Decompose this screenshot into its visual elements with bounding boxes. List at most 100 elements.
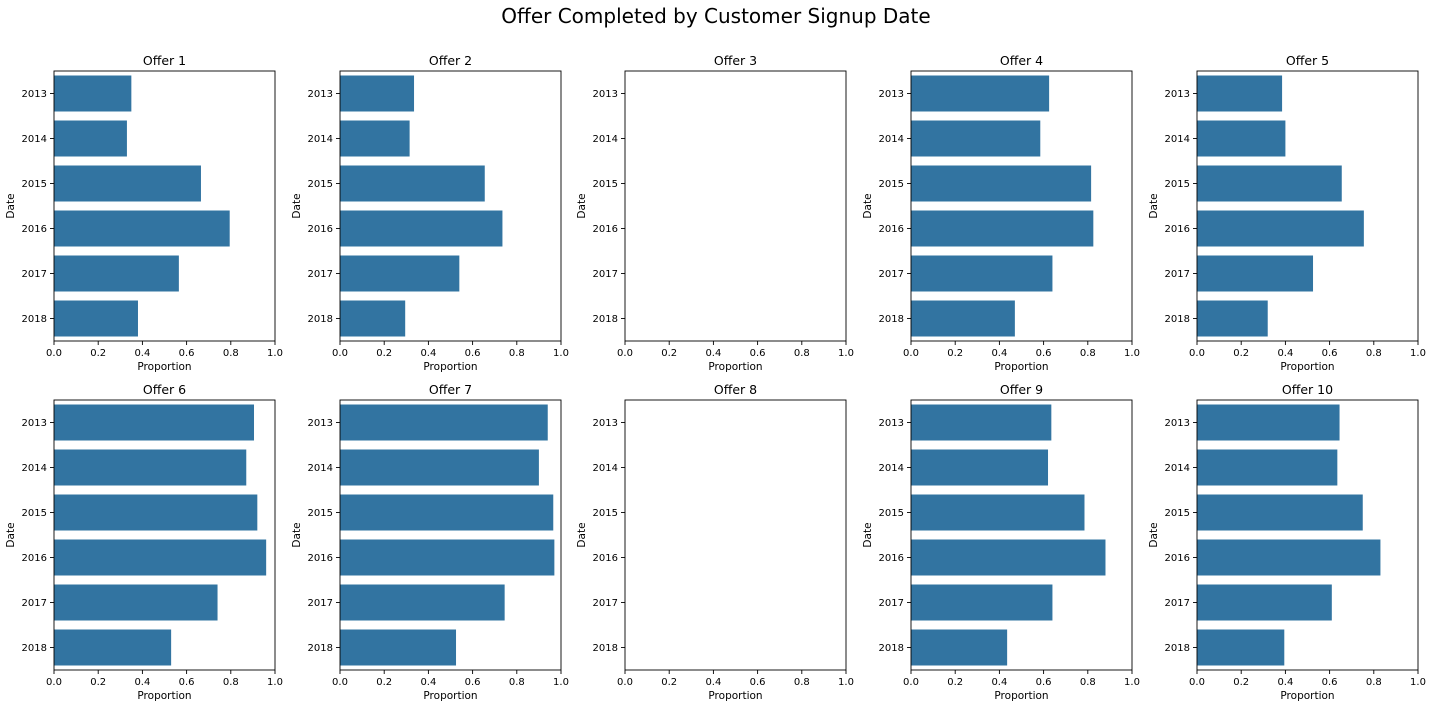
plot-frame: [339, 399, 562, 671]
y-tick-label: 2013: [1165, 418, 1190, 429]
bar-2013: [54, 75, 132, 112]
x-tick-label: 0.4: [705, 348, 721, 359]
y-axis-label: Date: [576, 193, 588, 218]
y-tick-label: 2017: [308, 269, 333, 280]
y-tick-label: 2015: [22, 508, 47, 519]
x-tick-label: 0.4: [991, 348, 1007, 359]
bar-2013: [1197, 404, 1340, 441]
bar-2015: [340, 165, 485, 202]
subplot-title: Offer 8: [714, 382, 757, 397]
plot-frame: [624, 70, 847, 342]
plot-frame: [910, 70, 1133, 342]
x-tick-label: 0.0: [617, 348, 633, 359]
x-tick-label: 1.0: [267, 677, 283, 688]
x-tick-label: 1.0: [1124, 348, 1140, 359]
bar-2013: [54, 404, 255, 441]
subplot-3: 2013 2014 2015 2016 2017 2018 0.0 0.2 0.4 0.6 0.8 1…: [576, 53, 854, 373]
x-axis-label: Proportion: [137, 690, 191, 702]
x-tick-label: 0.6: [1322, 348, 1338, 359]
x-tick-label: 0.4: [420, 677, 436, 688]
y-tick-label: 2016: [308, 224, 333, 235]
x-tick-label: 0.2: [90, 677, 106, 688]
plot-frame: [624, 399, 847, 671]
x-tick-label: 0.6: [1036, 348, 1052, 359]
x-tick-label: 0.0: [1189, 677, 1205, 688]
subplot-5: 2013 2014 2015 2016 2017 2018 0.0 0.2 0.4 0.6 0.8 1…: [1148, 53, 1426, 373]
bar-2018: [54, 300, 138, 337]
x-tick-label: 1.0: [1410, 677, 1426, 688]
subplot-4: 2013 2014 2015 2016 2017 2018 0.0 0.2 0.4 0.6 0.8 1…: [862, 53, 1140, 373]
subplot-title: Offer 2: [429, 53, 472, 68]
y-axis-label: Date: [1148, 193, 1160, 218]
y-tick-label: 2016: [22, 553, 47, 564]
subplot-6: 2013 2014 2015 2016 2017 2018 0.0 0.2 0.4 0.6 0.8 1…: [5, 382, 283, 702]
x-tick-label: 0.2: [376, 677, 392, 688]
y-tick-label: 2014: [879, 463, 904, 474]
x-tick-label: 0.4: [134, 677, 150, 688]
subplot-8: 2013 2014 2015 2016 2017 2018 0.0 0.2 0.4 0.6 0.8 1…: [576, 382, 854, 702]
y-tick-label: 2014: [22, 463, 47, 474]
y-tick-label: 2013: [1165, 89, 1190, 100]
bar-2016: [911, 539, 1106, 576]
plot-frame: [1196, 70, 1419, 342]
bar-2016: [1197, 210, 1364, 247]
y-tick-label: 2014: [1165, 134, 1190, 145]
x-tick-label: 0.0: [46, 677, 62, 688]
plot-frame: [1196, 399, 1419, 671]
y-tick-label: 2015: [879, 179, 904, 190]
subplot-title: Offer 9: [1000, 382, 1043, 397]
bar-2018: [911, 300, 1015, 337]
bar-2014: [911, 449, 1049, 486]
x-tick-label: 0.8: [1080, 677, 1096, 688]
x-tick-label: 0.6: [465, 677, 481, 688]
y-tick-label: 2013: [593, 418, 618, 429]
bar-2018: [1197, 300, 1268, 337]
bar-2013: [1197, 75, 1283, 112]
y-tick-label: 2015: [308, 179, 333, 190]
y-tick-label: 2015: [593, 508, 618, 519]
x-tick-label: 0.8: [1366, 348, 1382, 359]
y-tick-label: 2015: [22, 179, 47, 190]
y-tick-label: 2018: [879, 314, 904, 325]
y-tick-label: 2013: [593, 89, 618, 100]
y-tick-label: 2018: [308, 314, 333, 325]
x-tick-label: 0.2: [661, 348, 677, 359]
subplot-10: 2013 2014 2015 2016 2017 2018 0.0 0.2 0.4 0.6 0.8 1…: [1148, 382, 1426, 702]
x-tick-label: 0.0: [332, 677, 348, 688]
bar-2018: [340, 300, 406, 337]
y-tick-label: 2016: [22, 224, 47, 235]
bar-2014: [54, 120, 127, 157]
bar-2015: [911, 494, 1085, 531]
x-tick-label: 0.8: [509, 677, 525, 688]
bar-2013: [911, 404, 1052, 441]
x-tick-label: 0.8: [1366, 677, 1382, 688]
y-tick-label: 2016: [593, 224, 618, 235]
y-tick-label: 2014: [879, 134, 904, 145]
y-axis-label: Date: [576, 522, 588, 547]
y-tick-label: 2015: [593, 179, 618, 190]
x-tick-label: 0.4: [705, 677, 721, 688]
y-tick-label: 2014: [593, 463, 618, 474]
bar-2016: [54, 210, 230, 247]
bar-2017: [911, 584, 1053, 621]
x-tick-label: 0.4: [991, 677, 1007, 688]
x-tick-label: 0.8: [1080, 348, 1096, 359]
x-tick-label: 0.4: [420, 348, 436, 359]
x-tick-label: 0.4: [1277, 348, 1293, 359]
x-axis-label: Proportion: [423, 690, 477, 702]
subplot-7: 2013 2014 2015 2016 2017 2018 0.0 0.2 0.4 0.6 0.8 1…: [291, 382, 569, 702]
x-tick-label: 1.0: [838, 677, 854, 688]
x-tick-label: 1.0: [553, 348, 569, 359]
y-tick-label: 2017: [593, 598, 618, 609]
x-tick-label: 0.6: [750, 677, 766, 688]
x-tick-label: 0.0: [903, 348, 919, 359]
bar-2015: [1197, 165, 1342, 202]
y-axis-label: Date: [862, 522, 874, 547]
x-tick-label: 0.8: [223, 348, 239, 359]
plot-frame: [53, 70, 276, 342]
x-tick-label: 1.0: [1124, 677, 1140, 688]
y-tick-label: 2013: [879, 89, 904, 100]
y-tick-label: 2015: [1165, 508, 1190, 519]
y-tick-label: 2015: [879, 508, 904, 519]
bar-2016: [911, 210, 1094, 247]
